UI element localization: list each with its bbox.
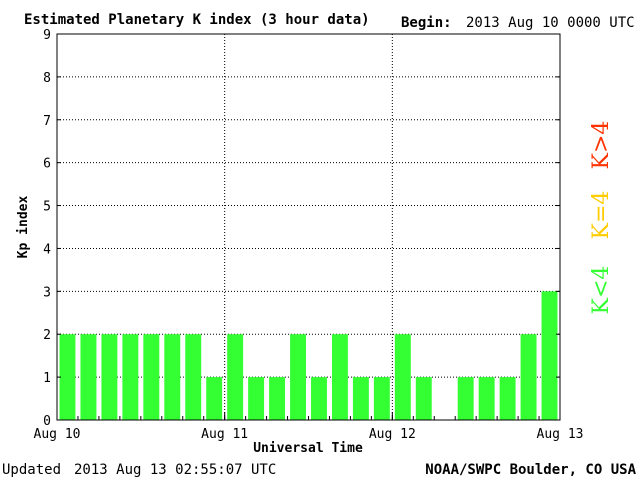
y-tick-label: 3 [43, 285, 51, 300]
x-tick-label: Aug 12 [369, 427, 416, 442]
chart-title: Estimated Planetary K index (3 hour data… [24, 12, 370, 28]
y-tick-label: 5 [43, 200, 51, 215]
y-tick-label: 8 [43, 71, 51, 86]
bar [269, 377, 286, 420]
y-tick-label: 6 [43, 157, 51, 172]
updated-value: 2013 Aug 13 02:55:07 UTC [74, 462, 276, 478]
source-credit: NOAA/SWPC Boulder, CO USA [425, 462, 636, 478]
y-tick-label: 7 [43, 114, 51, 129]
x-tick-label: Aug 13 [537, 427, 584, 442]
y-tick-label: 2 [43, 328, 51, 343]
bar [373, 377, 390, 420]
bar [457, 377, 474, 420]
bar [248, 377, 265, 420]
begin-value: 2013 Aug 10 0000 UTC [466, 15, 635, 31]
y-tick-label: 0 [43, 414, 51, 429]
bar [206, 377, 223, 420]
y-axis-label: Kp index [16, 196, 31, 259]
y-tick-label: 9 [43, 28, 51, 43]
bar [499, 377, 516, 420]
y-axis-ticks: 0 1 2 3 4 5 6 7 8 9 [43, 28, 560, 429]
bar [80, 334, 97, 420]
bar [478, 377, 495, 420]
legend-item: K>4 [589, 121, 614, 170]
grid-lines [57, 34, 560, 420]
bar [415, 377, 432, 420]
bar [520, 334, 537, 420]
y-tick-label: 4 [43, 242, 51, 257]
bar [164, 334, 181, 420]
begin-label: Begin: [401, 15, 452, 31]
bar [101, 334, 118, 420]
x-axis-label: Universal Time [253, 441, 363, 456]
updated-label: Updated [2, 462, 61, 478]
bar [122, 334, 139, 420]
bar [331, 334, 348, 420]
bar [143, 334, 160, 420]
bars [59, 291, 558, 420]
bar [227, 334, 244, 420]
bar [311, 377, 327, 420]
bar [290, 334, 306, 420]
legend-item: K<4 [589, 266, 614, 315]
x-tick-label: Aug 10 [34, 427, 81, 442]
bar [394, 334, 411, 420]
legend: K<4 K=4 K>4 [589, 121, 614, 315]
legend-item: K=4 [589, 191, 614, 240]
bar [541, 291, 558, 420]
x-axis-ticks: Aug 10 Aug 11 Aug 12 Aug 13 [34, 412, 584, 442]
bar [59, 334, 76, 420]
x-tick-label: Aug 11 [201, 427, 248, 442]
y-tick-label: 1 [43, 371, 51, 386]
bar [352, 377, 369, 420]
bar [185, 334, 202, 420]
